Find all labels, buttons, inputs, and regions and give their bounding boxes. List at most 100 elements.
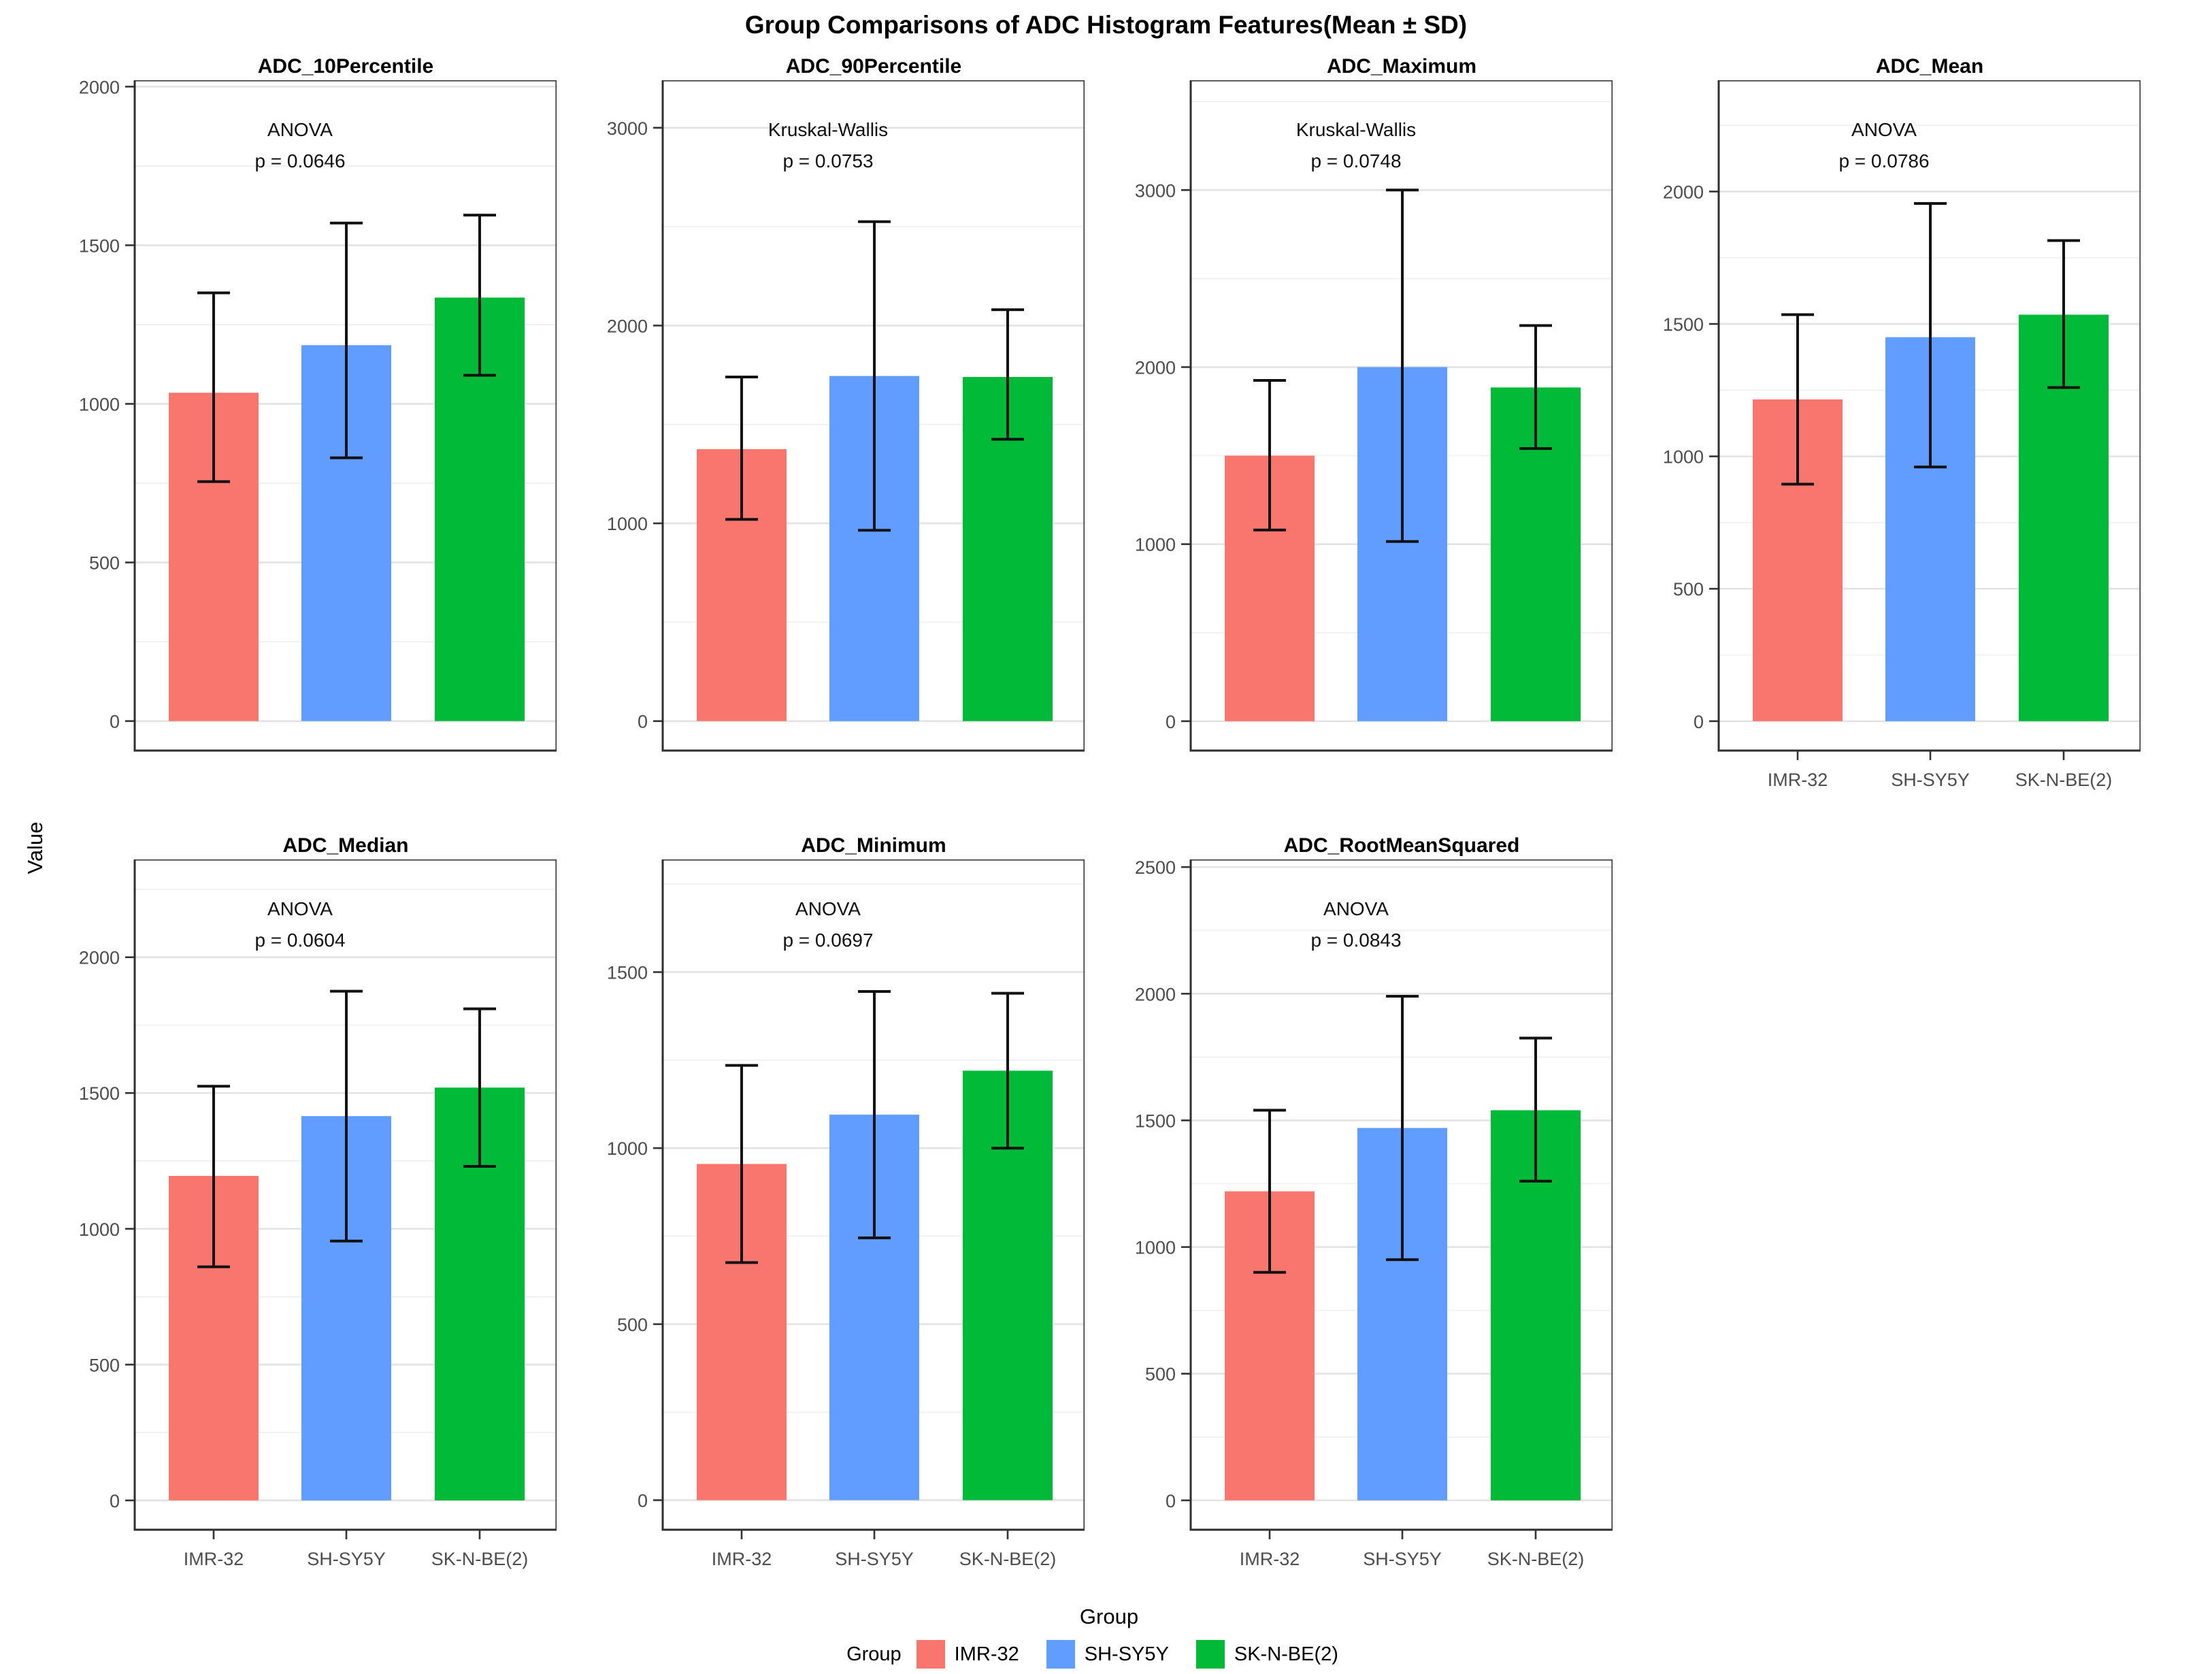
error-bar-SK-N-BE(2)	[1519, 324, 1552, 450]
y-tick-label: 0	[110, 712, 120, 732]
p-value-label: p = 0.0604	[254, 930, 345, 951]
y-tick-label: 0	[638, 1491, 648, 1511]
stat-test-label: Kruskal-Wallis	[1296, 119, 1416, 140]
x-tick-label: IMR-32	[184, 1549, 244, 1569]
error-bar-SK-N-BE(2)	[1519, 1036, 1552, 1183]
error-bar-IMR-32	[1781, 313, 1814, 486]
x-tick-label: SK-N-BE(2)	[1487, 1549, 1585, 1569]
x-tick-label: SK-N-BE(2)	[431, 1549, 529, 1569]
y-tick-label: 2000	[1135, 357, 1176, 378]
legend: Group IMR-32 SH-SY5Y SK-N-BE(2)	[0, 1635, 2212, 1674]
error-bar-IMR-32	[1253, 378, 1286, 531]
x-tick-label: SH-SY5Y	[1363, 1549, 1442, 1569]
y-tick-label: 1500	[79, 1083, 120, 1104]
y-tick-label: 1000	[1135, 535, 1176, 555]
y-tick-label: 0	[1166, 1491, 1176, 1511]
legend-item-SK-N-BE(2): SK-N-BE(2)	[1195, 1640, 1338, 1669]
x-tick-label: IMR-32	[1240, 1549, 1300, 1569]
error-bar-SH-SY5Y	[858, 220, 891, 532]
panel-ADC_Median: ADC_Median 0 500 1000 1500 2000 IMR-32 SH-SY5Y S…	[53, 832, 558, 1605]
error-bar-SK-N-BE(2)	[991, 991, 1024, 1150]
legend-item-SH-SY5Y: SH-SY5Y	[1046, 1640, 1169, 1669]
p-value-label: p = 0.0843	[1310, 930, 1401, 951]
y-tick-label: 500	[617, 1315, 648, 1335]
y-tick-label: 2000	[79, 948, 120, 968]
y-tick-label: 3000	[1135, 180, 1176, 201]
p-value-label: p = 0.0697	[782, 930, 873, 951]
panel-plot-ADC_RootMeanSquared: 0 500 1000 1500 2000 2500 IMR-32 SH-SY5Y SK-N-BE…	[1135, 857, 1614, 1569]
legend-items: IMR-32 SH-SY5Y SK-N-BE(2)	[916, 1640, 1366, 1669]
y-tick-label: 2000	[1135, 984, 1176, 1004]
stat-test-label: ANOVA	[267, 119, 333, 140]
error-bar-IMR-32	[197, 291, 230, 483]
panel-title: ADC_Minimum	[801, 834, 946, 857]
y-tick-label: 1000	[1135, 1238, 1176, 1258]
y-tick-label: 1500	[607, 963, 648, 983]
error-bar-IMR-32	[1253, 1109, 1286, 1274]
panel-title: ADC_10Percentile	[257, 55, 434, 78]
y-tick-label: 1000	[607, 1138, 648, 1159]
y-tick-label: 2000	[607, 316, 648, 336]
legend-label: SK-N-BE(2)	[1234, 1643, 1338, 1665]
y-tick-label: 500	[89, 1355, 120, 1375]
x-tick-label: SH-SY5Y	[835, 1549, 914, 1569]
legend-label: IMR-32	[954, 1643, 1019, 1665]
panel-ADC_Minimum: ADC_Minimum 0 500 1000 1500 IMR-32 SH-SY5Y SK-N…	[581, 832, 1086, 1605]
stat-test-label: ANOVA	[795, 898, 861, 919]
x-tick-label: IMR-32	[1768, 770, 1828, 790]
legend-key-swatch	[916, 1640, 945, 1669]
x-tick-label: IMR-32	[712, 1549, 772, 1569]
error-bar-SK-N-BE(2)	[2047, 239, 2080, 389]
panel-ADC_Mean: ADC_Mean 0 500 1000 1500 2000 IMR-32 SH-SY5Y SK-…	[1637, 53, 2142, 825]
p-value-label: p = 0.0748	[1310, 150, 1401, 171]
y-tick-label: 0	[110, 1491, 120, 1511]
figure-title: Group Comparisons of ADC Histogram Featu…	[744, 11, 1468, 39]
y-tick-label: 1000	[1663, 447, 1704, 467]
y-tick-label: 2000	[79, 80, 120, 97]
stat-test-label: ANOVA	[1851, 119, 1917, 140]
y-tick-label: 500	[1145, 1364, 1176, 1385]
x-tick-label: SK-N-BE(2)	[2015, 770, 2113, 790]
x-axis-label: Group	[1079, 1605, 1139, 1628]
figure-area: Value ADC_10Percentile 0 500 1000 1500 2000 AN…	[0, 53, 2212, 1605]
x-tick-label: SH-SY5Y	[1891, 770, 1970, 790]
error-bar-SH-SY5Y	[330, 221, 363, 459]
y-tick-label: 500	[89, 553, 120, 574]
panel-plot-ADC_Median: 0 500 1000 1500 2000 IMR-32 SH-SY5Y SK-N-BE(2) A…	[79, 858, 558, 1569]
legend-item-IMR-32: IMR-32	[916, 1640, 1019, 1669]
error-bar-SH-SY5Y	[858, 989, 891, 1240]
panel-plot-ADC_90Percentile: 0 1000 2000 3000 Kruskal-Wallis p = 0.0753	[607, 79, 1086, 752]
error-bar-SH-SY5Y	[1386, 995, 1419, 1262]
p-value-label: p = 0.0786	[1838, 150, 1929, 171]
y-tick-label: 0	[1166, 712, 1176, 732]
panel-title: ADC_Maximum	[1326, 55, 1477, 78]
error-bar-IMR-32	[725, 375, 758, 521]
legend-label: SH-SY5Y	[1084, 1643, 1169, 1665]
panel-plot-ADC_Minimum: 0 500 1000 1500 IMR-32 SH-SY5Y SK-N-BE(2) ANOVA…	[607, 858, 1086, 1569]
error-bar-SH-SY5Y	[1386, 188, 1419, 543]
panel-ADC_10Percentile: ADC_10Percentile 0 500 1000 1500 2000 ANOVA p =…	[53, 53, 558, 825]
x-tick-label: SH-SY5Y	[307, 1549, 386, 1569]
legend-key-swatch	[1195, 1640, 1225, 1669]
panel-ADC_Maximum: ADC_Maximum 0 1000 2000 3000 Kruskal-Wallis p …	[1109, 53, 1614, 825]
panel-ADC_RootMeanSquared: ADC_RootMeanSquared 0 500 1000 1500 2000 2500 I…	[1109, 832, 1614, 1605]
legend-title: Group	[846, 1643, 902, 1665]
panels-grid: ADC_10Percentile 0 500 1000 1500 2000 ANOVA p =…	[53, 53, 2212, 1605]
p-value-label: p = 0.0646	[254, 150, 345, 171]
y-tick-label: 1500	[1663, 314, 1704, 335]
panel-title: ADC_Median	[282, 834, 409, 857]
error-bar-SH-SY5Y	[1914, 201, 1947, 469]
y-tick-label: 3000	[607, 118, 648, 139]
error-bar-SK-N-BE(2)	[463, 1007, 496, 1168]
legend-key-swatch	[1046, 1640, 1075, 1669]
y-tick-label: 2000	[1663, 182, 1704, 202]
panel-ADC_90Percentile: ADC_90Percentile 0 1000 2000 3000 Kruskal-Wal…	[581, 53, 1086, 825]
y-tick-label: 1000	[607, 514, 648, 534]
stat-test-label: ANOVA	[1323, 898, 1389, 919]
p-value-label: p = 0.0753	[782, 150, 873, 171]
stat-test-label: ANOVA	[267, 898, 333, 919]
y-tick-label: 1000	[79, 394, 120, 414]
panel-plot-ADC_10Percentile: 0 500 1000 1500 2000 ANOVA p = 0.0646	[79, 77, 558, 752]
y-tick-label: 1000	[79, 1219, 120, 1240]
error-bar-IMR-32	[197, 1085, 230, 1268]
